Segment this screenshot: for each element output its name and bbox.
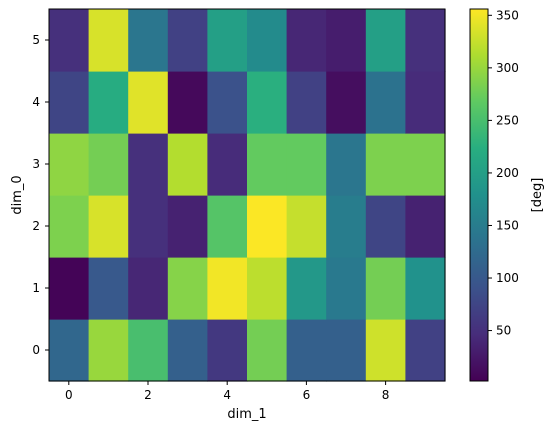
heatmap-cell bbox=[247, 319, 288, 382]
y-axis-label: dim_0 bbox=[10, 175, 25, 214]
colorbar-tick-label: 200 bbox=[496, 166, 519, 180]
heatmap-cell bbox=[326, 71, 367, 134]
y-tick-label: 3 bbox=[32, 157, 40, 171]
heatmap-cell bbox=[326, 133, 367, 196]
heatmap-cell bbox=[167, 9, 208, 72]
heatmap-cell bbox=[247, 9, 288, 72]
heatmap-cell bbox=[286, 71, 327, 134]
heatmap-cell bbox=[49, 71, 90, 134]
heatmap-cell bbox=[405, 195, 446, 258]
heatmap-cell bbox=[247, 257, 288, 320]
heatmap-cell bbox=[247, 133, 288, 196]
heatmap-cell bbox=[88, 133, 129, 196]
heatmap-cell bbox=[49, 9, 90, 72]
heatmap-cell bbox=[167, 195, 208, 258]
heatmap-cell bbox=[207, 195, 248, 258]
heatmap-cell bbox=[286, 257, 327, 320]
heatmap-cell bbox=[365, 133, 406, 196]
colorbar-label: [deg] bbox=[530, 178, 545, 213]
heatmap-cell bbox=[207, 133, 248, 196]
y-tick-label: 5 bbox=[32, 33, 40, 47]
heatmap-cell bbox=[128, 319, 169, 382]
heatmap-cell bbox=[326, 9, 367, 72]
heatmap-cell bbox=[88, 195, 129, 258]
heatmap-cell bbox=[405, 257, 446, 320]
colorbar-tick-label: 350 bbox=[496, 8, 519, 22]
heatmap-cell bbox=[49, 257, 90, 320]
heatmap-cell bbox=[207, 71, 248, 134]
heatmap-cell bbox=[405, 133, 446, 196]
heatmap-cell bbox=[365, 195, 406, 258]
colorbar-tick-label: 150 bbox=[496, 218, 519, 232]
y-tick-label: 2 bbox=[32, 219, 40, 233]
heatmap-cell bbox=[49, 133, 90, 196]
colorbar-ticks: 50 100 150 200 250 300 350 bbox=[488, 8, 519, 338]
plot-frame bbox=[48, 8, 446, 382]
heatmap-cell bbox=[207, 319, 248, 382]
heatmap-cell bbox=[405, 9, 446, 72]
y-tick-label: 4 bbox=[32, 95, 40, 109]
heatmap-cell bbox=[405, 71, 446, 134]
heatmap-cell bbox=[326, 319, 367, 382]
colorbar-tick-label: 250 bbox=[496, 113, 519, 127]
heatmap-cell bbox=[167, 319, 208, 382]
heatmap-cell bbox=[286, 319, 327, 382]
heatmap-cell bbox=[405, 319, 446, 382]
colorbar bbox=[469, 8, 489, 382]
heatmap-cell bbox=[365, 71, 406, 134]
heatmap-cell bbox=[167, 257, 208, 320]
x-axis-ticks: 0 2 4 6 8 bbox=[65, 381, 389, 402]
y-tick-label: 1 bbox=[32, 281, 40, 295]
x-tick-label: 8 bbox=[382, 388, 390, 402]
heatmap-cell bbox=[365, 319, 406, 382]
x-tick-label: 2 bbox=[144, 388, 152, 402]
heatmap-cell bbox=[88, 9, 129, 72]
heatmap-cell bbox=[207, 9, 248, 72]
heatmap-cell bbox=[167, 71, 208, 134]
heatmap-cell bbox=[49, 195, 90, 258]
x-tick-label: 6 bbox=[303, 388, 311, 402]
colorbar-tick-label: 300 bbox=[496, 61, 519, 75]
colorbar-tick-label: 50 bbox=[496, 324, 511, 338]
heatmap-cell bbox=[326, 257, 367, 320]
heatmap-cell bbox=[88, 319, 129, 382]
heatmap-cell bbox=[326, 195, 367, 258]
colorbar-tick-label: 100 bbox=[496, 271, 519, 285]
x-tick-label: 0 bbox=[65, 388, 73, 402]
heatmap-cell bbox=[88, 71, 129, 134]
heatmap-cell bbox=[128, 195, 169, 258]
heatmap-cell bbox=[247, 195, 288, 258]
heatmap-cells bbox=[49, 9, 446, 382]
heatmap-cell bbox=[365, 257, 406, 320]
heatmap-cell bbox=[128, 9, 169, 72]
heatmap-cell bbox=[286, 9, 327, 72]
x-tick-label: 4 bbox=[223, 388, 231, 402]
heatmap-cell bbox=[365, 9, 406, 72]
heatmap-cell bbox=[128, 71, 169, 134]
y-tick-label: 0 bbox=[32, 343, 40, 357]
heatmap-cell bbox=[207, 257, 248, 320]
heatmap-cell bbox=[49, 319, 90, 382]
heatmap-cell bbox=[128, 257, 169, 320]
heatmap-cell bbox=[247, 71, 288, 134]
x-axis-label: dim_1 bbox=[227, 407, 266, 422]
heatmap-cell bbox=[286, 195, 327, 258]
y-axis-ticks: 0 1 2 3 4 5 bbox=[32, 33, 49, 357]
heatmap-cell bbox=[286, 133, 327, 196]
heatmap-cell bbox=[88, 257, 129, 320]
heatmap-cell bbox=[128, 133, 169, 196]
heatmap-cell bbox=[167, 133, 208, 196]
